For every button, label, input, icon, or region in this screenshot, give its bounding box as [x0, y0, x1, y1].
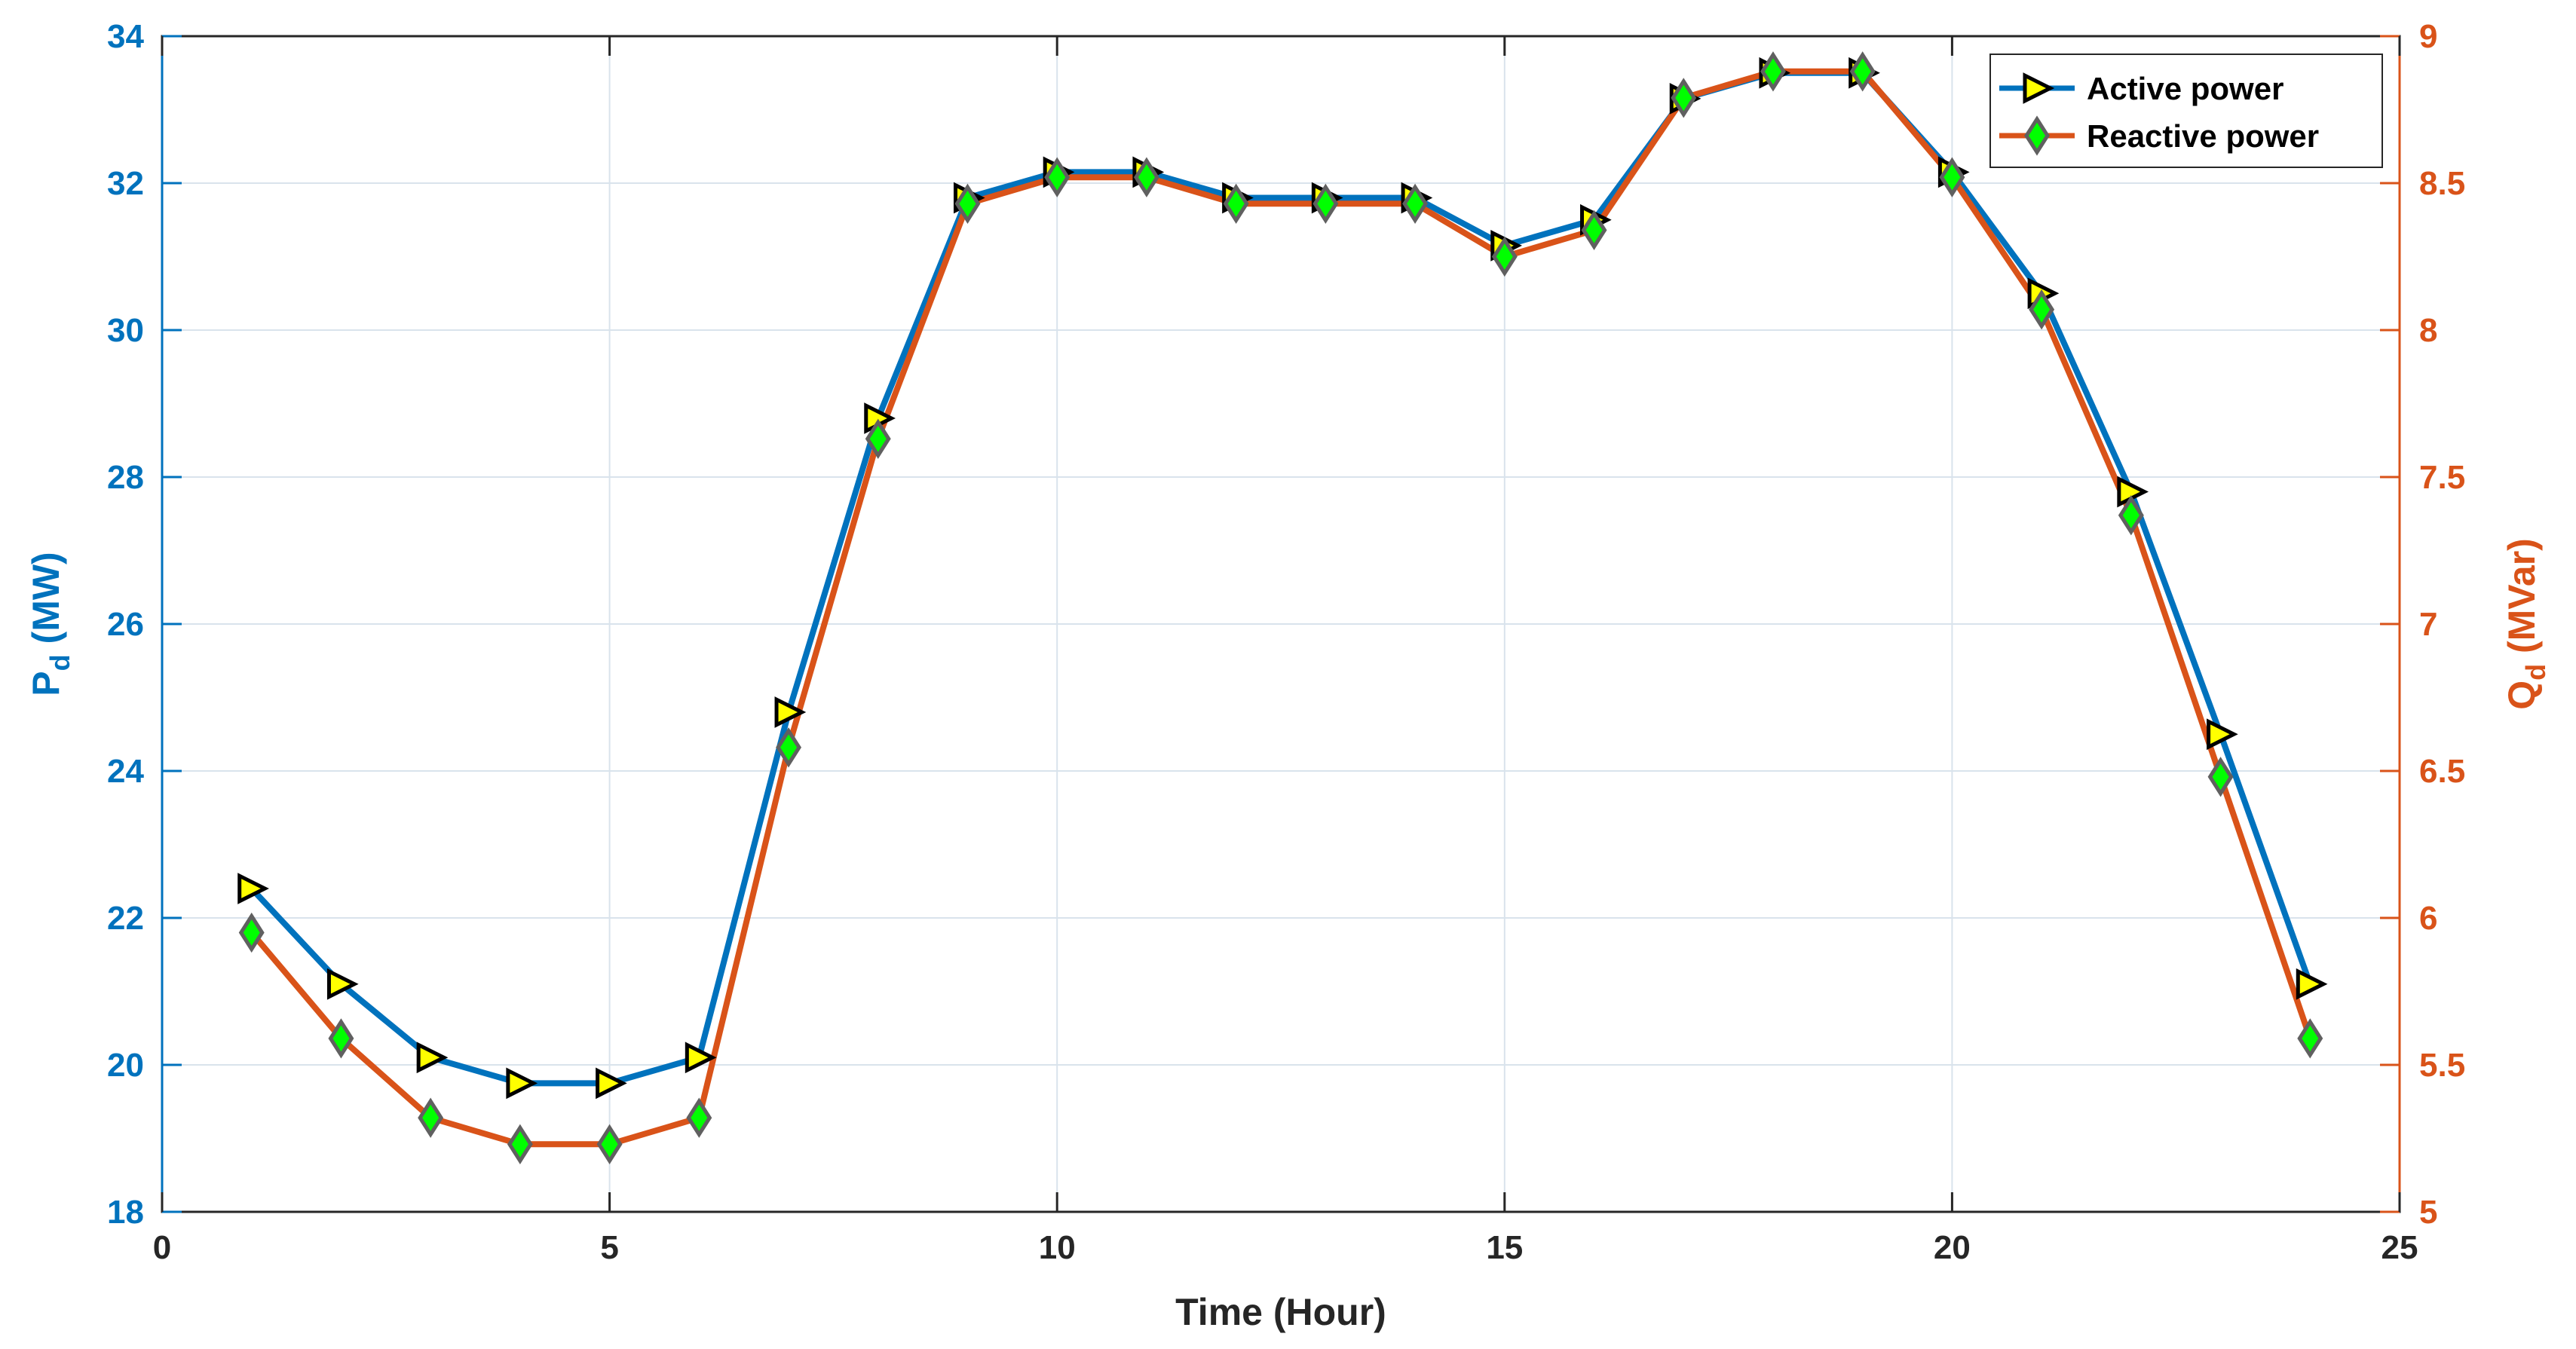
marker-active-power	[2207, 718, 2238, 751]
right-y-tick-label: 6	[2419, 900, 2437, 937]
left-y-tick-label: 26	[107, 606, 144, 643]
marker-reactive-power	[686, 1097, 712, 1138]
marker-reactive-power	[328, 1018, 354, 1059]
marker-reactive-power	[1491, 236, 1518, 277]
left-y-tick-label: 32	[107, 165, 144, 202]
legend: Active power Reactive power	[1989, 54, 2383, 168]
marker-reactive-power	[1133, 157, 1159, 197]
left-y-axis-title-subscript: d	[44, 654, 75, 671]
right-y-tick-label: 7.5	[2419, 459, 2465, 496]
marker-reactive-power	[865, 418, 891, 459]
x-tick-label: 20	[1934, 1229, 1971, 1266]
marker-reactive-power	[418, 1097, 444, 1138]
marker-reactive-power	[776, 727, 802, 768]
right-y-axis-title: Qd (MVar)	[2501, 538, 2551, 710]
marker-reactive-power	[1313, 183, 1339, 224]
right-y-tick-label: 6.5	[2419, 753, 2465, 790]
marker-reactive-power	[2029, 289, 2055, 330]
left-y-tick-label: 18	[107, 1194, 144, 1231]
left-y-axis-title-main: P	[25, 671, 67, 696]
marker-reactive-power	[2118, 495, 2144, 536]
legend-marker-active-power	[2023, 72, 2055, 104]
series-group	[237, 51, 2328, 1164]
series-line-reactive-power	[249, 68, 2314, 1148]
right-y-axis-title-subscript: d	[2520, 664, 2551, 681]
x-tick-label: 5	[600, 1229, 618, 1266]
right-y-tick-label: 7	[2419, 606, 2437, 643]
x-tick-label: 25	[2381, 1229, 2418, 1266]
left-y-tick-label: 30	[107, 312, 144, 349]
marker-reactive-power	[2207, 757, 2234, 797]
x-tick-label: 0	[153, 1229, 171, 1266]
x-axis-title: Time (Hour)	[1175, 1291, 1386, 1333]
left-y-tick-label: 34	[107, 18, 144, 55]
marker-reactive-power	[507, 1124, 533, 1164]
legend-marker-reactive-power	[2024, 115, 2050, 156]
legend-label-reactive-power: Reactive power	[2087, 118, 2319, 154]
marker-reactive-power	[1760, 51, 1786, 92]
marker-active-power	[2296, 968, 2328, 1000]
right-y-tick-label: 5.5	[2419, 1047, 2465, 1084]
marker-active-power	[596, 1067, 627, 1100]
marker-active-power	[416, 1042, 449, 1074]
marker-active-power	[774, 696, 807, 728]
marker-reactive-power	[2297, 1018, 2323, 1059]
marker-reactive-power	[1044, 157, 1071, 197]
right-y-axis-title-main: Q	[2501, 681, 2543, 710]
marker-reactive-power	[1223, 183, 1249, 224]
grid-lines	[162, 36, 2400, 1212]
left-y-axis-title: Pd (MW)	[25, 552, 75, 696]
x-tick-label: 15	[1486, 1229, 1523, 1266]
right-y-tick-label: 9	[2419, 18, 2437, 55]
marker-reactive-power	[1402, 183, 1429, 224]
right-y-axis-title-unit: (MVar)	[2501, 538, 2543, 664]
marker-reactive-power	[1939, 157, 1965, 197]
legend-label-active-power: Active power	[2087, 71, 2283, 106]
marker-active-power	[237, 873, 269, 904]
x-tick-label: 10	[1039, 1229, 1076, 1266]
marker-active-power	[685, 1042, 717, 1074]
right-y-axis: 5 5.5 6 6.5 7 7.5 8 8.5 9	[2380, 18, 2465, 1231]
series-line-active-power	[249, 69, 2314, 1087]
left-y-axis: 18 20 22 24 26 28 30 32 34	[107, 18, 182, 1231]
left-y-axis-title-unit: (MW)	[25, 552, 67, 654]
x-axis: 0 5 10 15 20 25	[153, 36, 2418, 1266]
marker-reactive-power	[238, 912, 265, 953]
marker-reactive-power	[1581, 210, 1607, 251]
right-y-tick-label: 8.5	[2419, 165, 2465, 202]
right-y-tick-label: 8	[2419, 312, 2437, 349]
left-y-tick-label: 20	[107, 1047, 144, 1084]
marker-reactive-power	[596, 1124, 623, 1164]
marker-reactive-power	[954, 183, 981, 224]
left-y-tick-label: 28	[107, 459, 144, 496]
left-y-tick-label: 24	[107, 753, 144, 790]
marker-reactive-power	[1671, 78, 1697, 118]
right-y-tick-label: 5	[2419, 1194, 2437, 1231]
marker-reactive-power	[1849, 51, 1876, 92]
marker-active-power	[326, 968, 359, 1000]
left-y-tick-label: 22	[107, 900, 144, 937]
legend-box	[1989, 54, 2383, 168]
marker-active-power	[506, 1067, 538, 1100]
